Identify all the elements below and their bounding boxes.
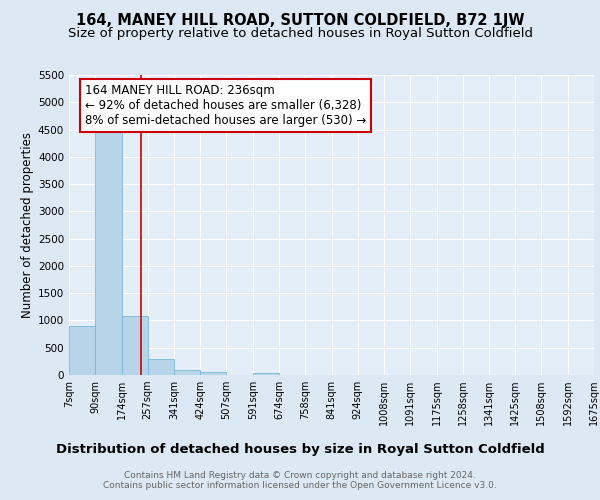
Text: Size of property relative to detached houses in Royal Sutton Coldfield: Size of property relative to detached ho… <box>67 28 533 40</box>
Bar <box>148 359 174 375</box>
Bar <box>200 372 226 375</box>
Bar <box>253 372 279 375</box>
Text: 164 MANEY HILL ROAD: 236sqm
← 92% of detached houses are smaller (6,328)
8% of s: 164 MANEY HILL ROAD: 236sqm ← 92% of det… <box>85 84 366 127</box>
Y-axis label: Number of detached properties: Number of detached properties <box>21 132 34 318</box>
Bar <box>95 125 122 375</box>
Text: Contains HM Land Registry data © Crown copyright and database right 2024.
Contai: Contains HM Land Registry data © Crown c… <box>103 470 497 490</box>
Text: 164, MANEY HILL ROAD, SUTTON COLDFIELD, B72 1JW: 164, MANEY HILL ROAD, SUTTON COLDFIELD, … <box>76 12 524 28</box>
Text: Distribution of detached houses by size in Royal Sutton Coldfield: Distribution of detached houses by size … <box>56 442 544 456</box>
Bar <box>122 316 148 375</box>
Bar <box>69 326 95 375</box>
Bar <box>174 370 200 375</box>
